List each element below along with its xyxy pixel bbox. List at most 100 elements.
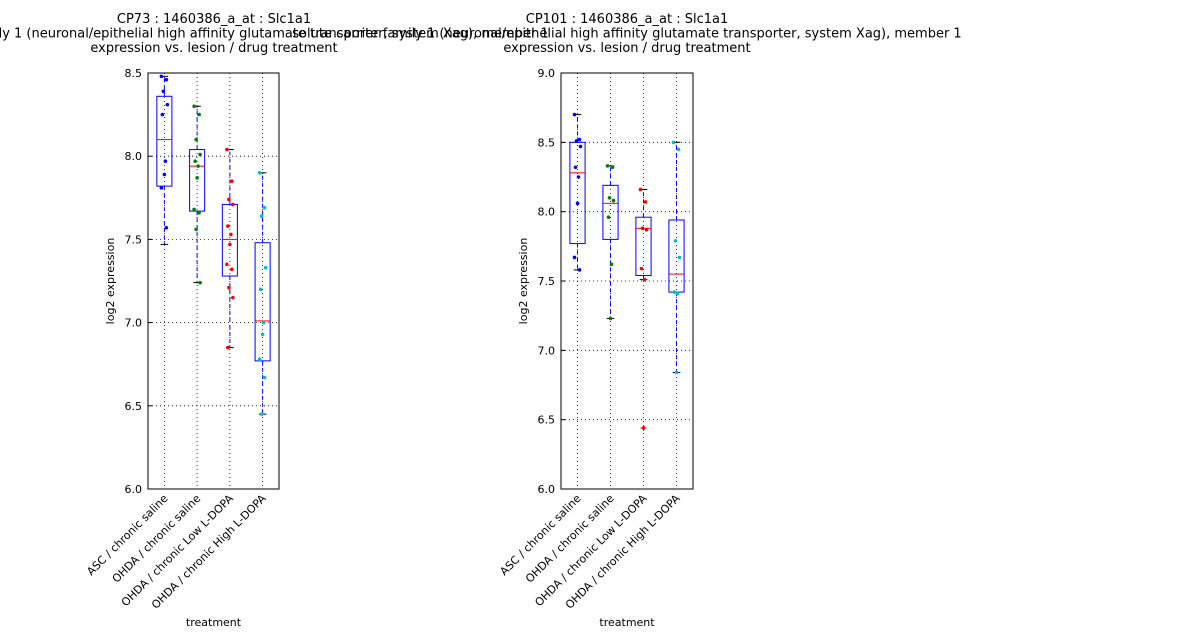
chart-title: expression vs. lesion / drug treatment bbox=[503, 41, 750, 56]
box bbox=[602, 184, 619, 240]
data-point bbox=[639, 266, 644, 271]
y-tick-label: 6.5 bbox=[538, 414, 556, 427]
data-point bbox=[231, 295, 235, 300]
data-point bbox=[196, 164, 200, 168]
data-point bbox=[231, 202, 235, 207]
data-point bbox=[605, 164, 610, 168]
data-point bbox=[227, 285, 231, 290]
data-point bbox=[572, 255, 577, 260]
chart-title: solute carrier family 1 (neuronal/epithe… bbox=[292, 27, 961, 42]
y-tick-label: 7.0 bbox=[125, 317, 143, 330]
y-tick-label: 8.5 bbox=[125, 67, 143, 80]
data-point bbox=[578, 144, 583, 149]
data-point bbox=[640, 226, 645, 231]
data-point bbox=[225, 262, 229, 267]
data-point bbox=[609, 262, 614, 267]
data-point bbox=[677, 255, 682, 260]
data-point bbox=[606, 215, 611, 220]
data-point bbox=[257, 171, 262, 175]
plot-frame bbox=[147, 72, 280, 490]
data-point bbox=[643, 200, 648, 204]
data-point bbox=[225, 147, 229, 152]
data-point bbox=[673, 238, 678, 243]
data-point bbox=[577, 137, 582, 142]
y-tick-label: 8.0 bbox=[538, 206, 556, 219]
box bbox=[189, 149, 206, 212]
data-point bbox=[159, 186, 164, 190]
data-point bbox=[573, 165, 578, 170]
data-point bbox=[194, 227, 198, 232]
data-point bbox=[674, 370, 679, 375]
data-point bbox=[195, 176, 199, 180]
data-point bbox=[577, 268, 582, 272]
data-point bbox=[164, 225, 169, 230]
data-point bbox=[262, 205, 267, 210]
chart-title: expression vs. lesion / drug treatment bbox=[90, 41, 337, 56]
data-point bbox=[259, 412, 264, 416]
data-point bbox=[165, 102, 170, 107]
y-tick-label: 7.5 bbox=[538, 275, 556, 288]
data-point bbox=[675, 291, 680, 296]
data-point bbox=[642, 277, 647, 282]
chart-title: CP101 : 1460386_a_at : Slc1a1 bbox=[526, 12, 728, 27]
data-point bbox=[261, 320, 266, 325]
data-point bbox=[164, 77, 169, 82]
data-point bbox=[576, 175, 581, 179]
box bbox=[221, 203, 238, 277]
data-point bbox=[671, 140, 676, 145]
data-point bbox=[192, 207, 196, 212]
data-point bbox=[259, 214, 264, 218]
data-point bbox=[194, 137, 198, 142]
box bbox=[635, 216, 652, 276]
data-point bbox=[575, 201, 580, 206]
y-tick-label: 7.0 bbox=[538, 344, 556, 357]
chart-title: CP73 : 1460386_a_at : Slc1a1 bbox=[117, 12, 311, 27]
data-point bbox=[258, 287, 263, 292]
y-tick-label: 6.5 bbox=[125, 400, 143, 413]
data-point bbox=[572, 112, 577, 117]
data-point bbox=[227, 197, 231, 202]
y-tick-label: 9.0 bbox=[538, 67, 556, 80]
data-point bbox=[230, 267, 234, 272]
y-tick-label: 8.5 bbox=[538, 136, 556, 149]
y-tick-label: 6.0 bbox=[538, 483, 556, 496]
data-point bbox=[197, 112, 201, 117]
plot-frame bbox=[560, 72, 694, 490]
data-point bbox=[672, 290, 677, 294]
data-point bbox=[228, 242, 232, 247]
data-point bbox=[638, 187, 643, 192]
y-tick-label: 7.5 bbox=[125, 233, 143, 246]
data-point bbox=[257, 357, 262, 362]
x-axis-label: treatment bbox=[599, 616, 655, 629]
data-point bbox=[162, 172, 167, 177]
data-point bbox=[163, 159, 168, 163]
data-point bbox=[197, 210, 201, 215]
data-point bbox=[160, 112, 165, 117]
data-point bbox=[263, 265, 268, 270]
box bbox=[254, 242, 271, 362]
data-point bbox=[159, 74, 164, 79]
data-point bbox=[607, 196, 612, 200]
data-point bbox=[161, 89, 166, 94]
data-point bbox=[260, 332, 265, 337]
data-point bbox=[226, 345, 230, 350]
y-tick-label: 6.0 bbox=[125, 483, 143, 496]
chart-title: solute carrier family 1 (neuronal/epithe… bbox=[0, 27, 549, 42]
data-point bbox=[611, 198, 616, 203]
data-point bbox=[230, 179, 234, 183]
data-point bbox=[193, 159, 197, 163]
data-point bbox=[226, 224, 230, 228]
data-point bbox=[262, 375, 267, 380]
data-point bbox=[608, 316, 613, 321]
y-axis-label: log2 expression bbox=[517, 238, 530, 325]
data-point bbox=[644, 227, 649, 232]
data-point bbox=[192, 104, 196, 109]
data-point bbox=[198, 280, 202, 285]
y-axis-label: log2 expression bbox=[104, 238, 117, 325]
data-point bbox=[574, 139, 579, 143]
data-point bbox=[676, 147, 681, 152]
box bbox=[156, 95, 173, 187]
